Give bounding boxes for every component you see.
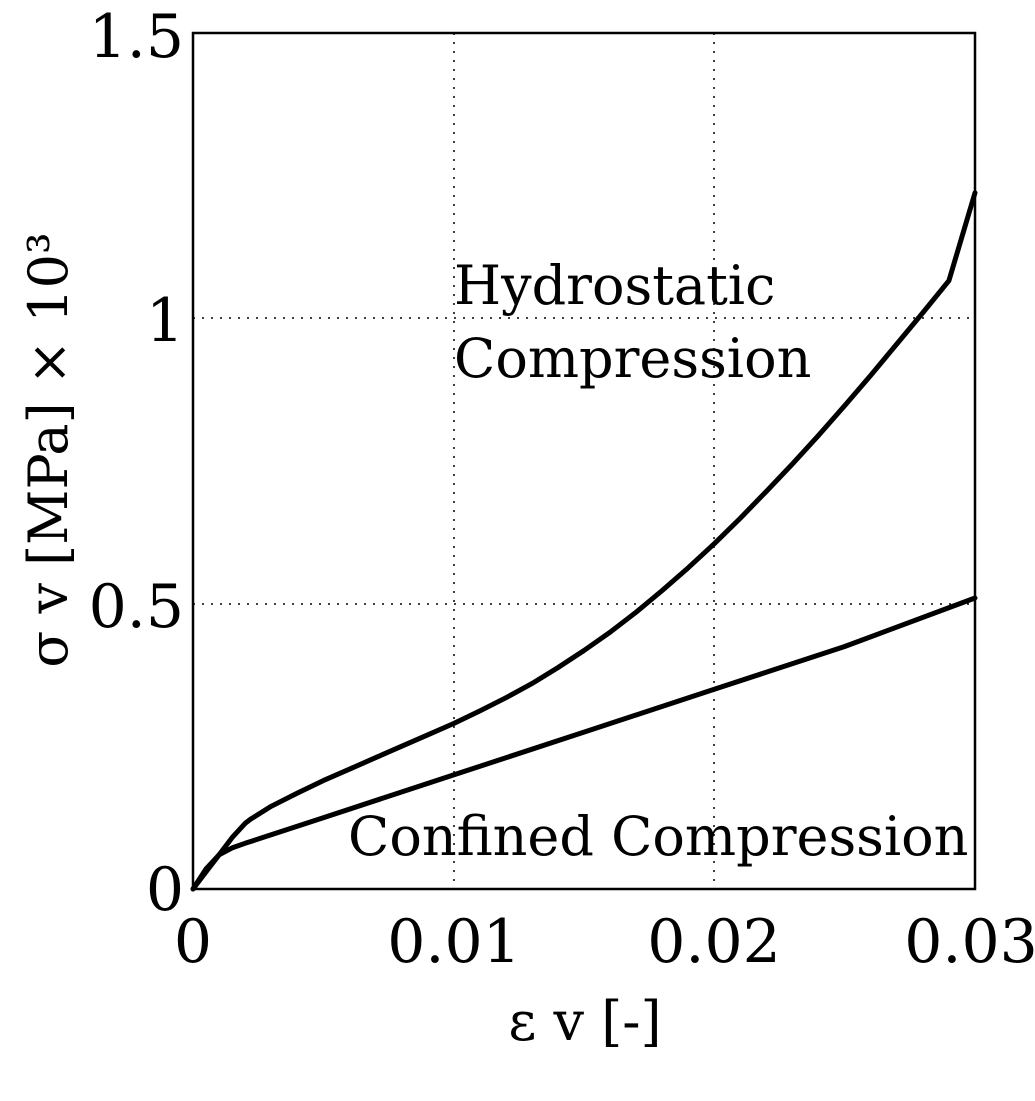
- y-axis-label: σ v [MPa] × 10³: [17, 232, 80, 667]
- x-tick-label-0.01: 0.01: [387, 907, 521, 977]
- x-tick-label-0.03: 0.03: [904, 907, 1035, 977]
- annotation-compression: Compression: [454, 327, 811, 390]
- series-line-confined-compression: [190, 595, 978, 892]
- plot-frame: [191, 31, 977, 891]
- annotation-hydrostatic: Hydrostatic: [454, 254, 775, 317]
- annotation-confined-compression: Confined Compression: [348, 805, 968, 868]
- y-tick-label-0: 0: [146, 855, 184, 925]
- x-tick-label-0.02: 0.02: [647, 907, 781, 977]
- x-tick-label-0: 0: [174, 907, 212, 977]
- x-axis-label: ε v [-]: [508, 990, 661, 1053]
- y-tick-label-0.5: 0.5: [89, 572, 184, 642]
- y-tick-label-1: 1: [146, 286, 184, 356]
- y-tick-label-1.5: 1.5: [89, 2, 184, 72]
- series-line-hydrostatic-compression: [190, 190, 978, 892]
